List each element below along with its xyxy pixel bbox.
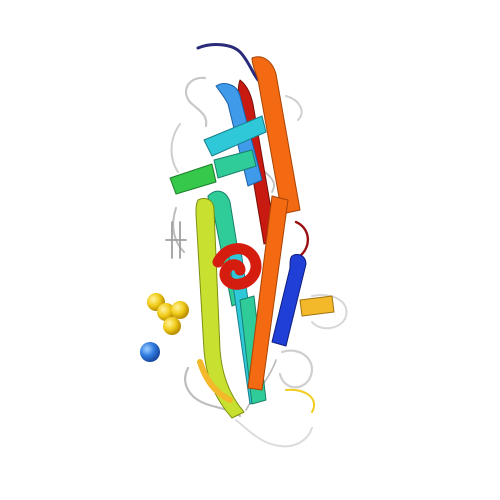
ligand-sphere xyxy=(171,301,189,319)
ligand-sphere xyxy=(163,317,181,335)
ligand-spheres xyxy=(140,293,189,362)
ribbon-strands xyxy=(169,56,335,419)
ligand-sphere xyxy=(140,342,160,362)
ligand-sphere xyxy=(157,303,175,321)
